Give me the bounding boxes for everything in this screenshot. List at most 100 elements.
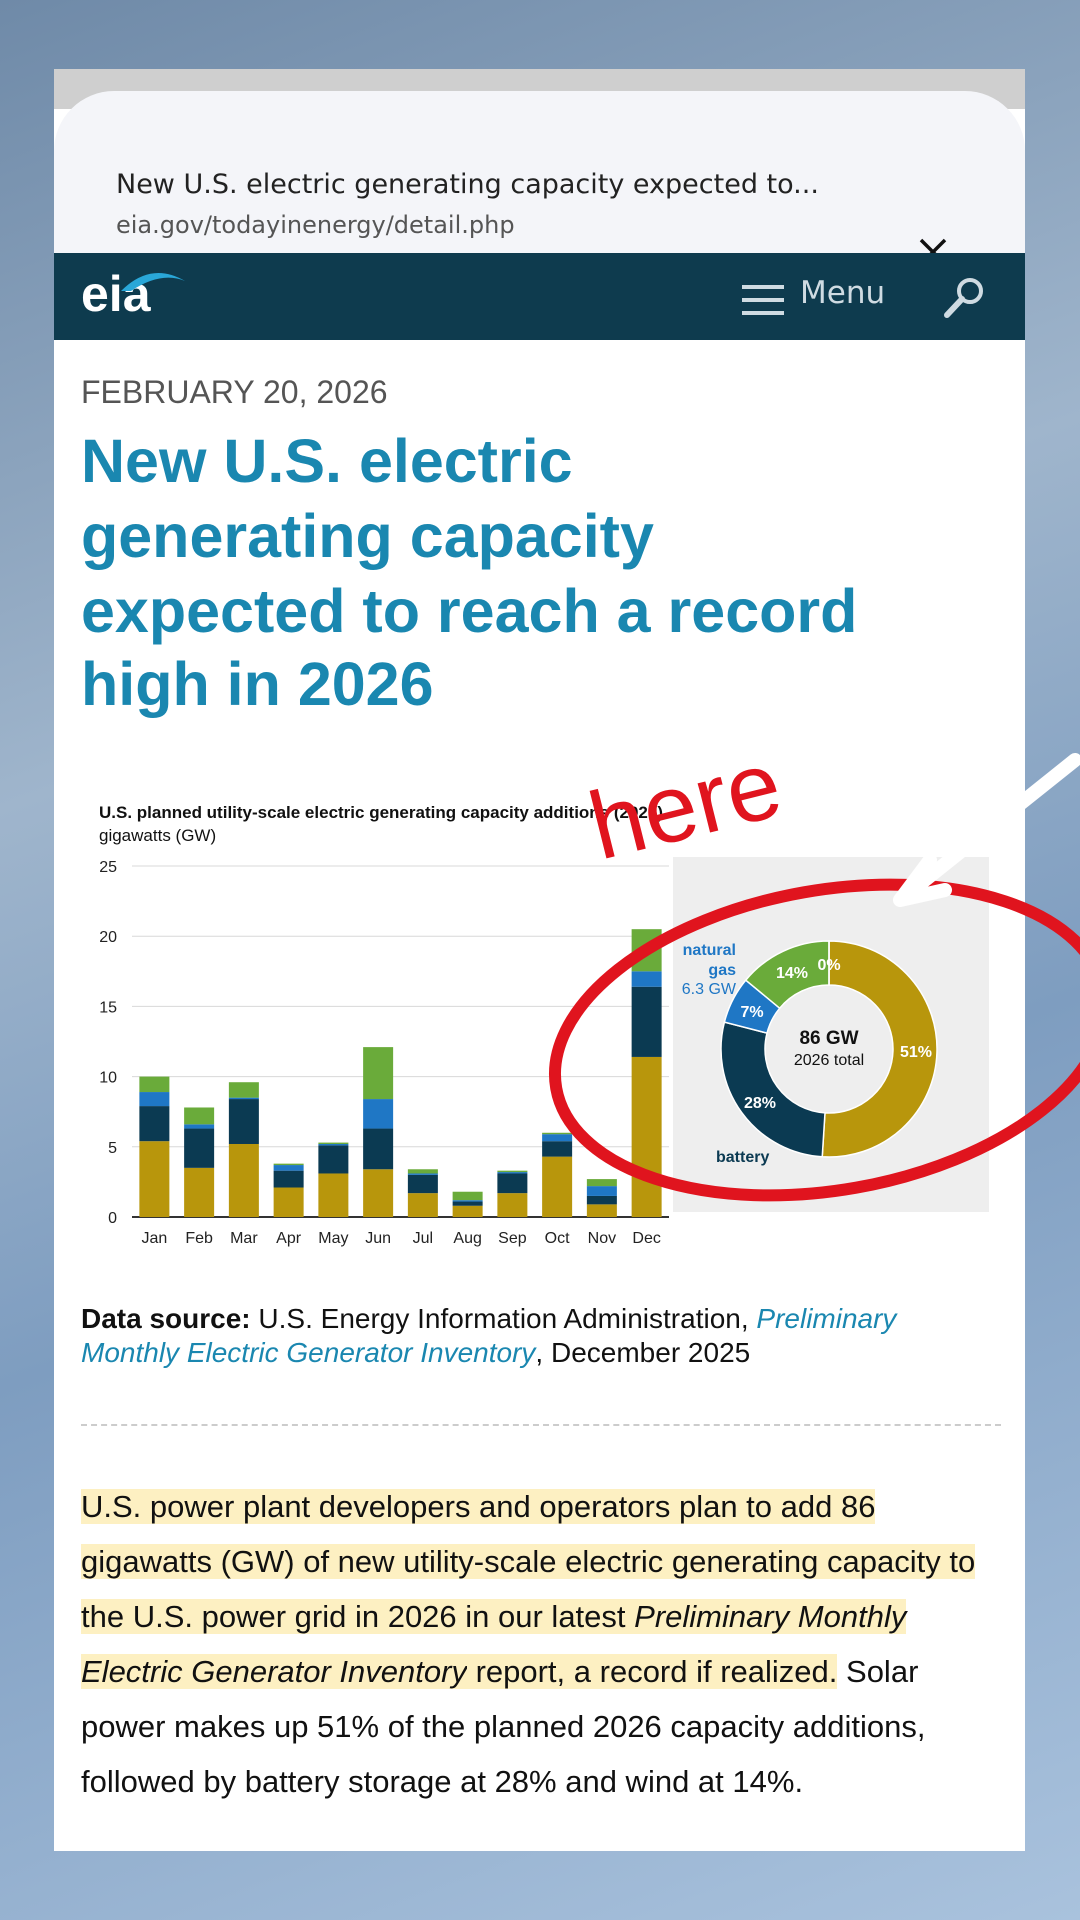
y-tick-label: 0 xyxy=(108,1210,117,1227)
bar-segment xyxy=(631,1056,662,1217)
bar-segment xyxy=(184,1128,215,1168)
x-tick-label: Nov xyxy=(588,1230,616,1247)
bar-segment xyxy=(586,1186,617,1196)
bar-segment xyxy=(542,1156,573,1217)
chart-subtitle: gigawatts (GW) xyxy=(99,826,216,845)
x-tick-label: Jun xyxy=(365,1230,391,1247)
donut-slice xyxy=(720,1021,826,1158)
bar-segment xyxy=(542,1141,573,1157)
bar-segment xyxy=(273,1165,304,1171)
bar-segment xyxy=(542,1134,573,1142)
bar-segment xyxy=(452,1191,483,1201)
slice-label: 51% xyxy=(900,1044,932,1061)
bar-segment xyxy=(631,986,662,1057)
bar-segment xyxy=(363,1128,394,1170)
x-tick-label: Mar xyxy=(230,1230,258,1247)
bar-segment xyxy=(407,1174,438,1194)
source-link[interactable]: Preliminary Monthly Electric Generator I… xyxy=(81,1303,897,1368)
x-tick-label: Aug xyxy=(453,1230,481,1247)
slice-label: 14% xyxy=(776,965,808,982)
y-tick-label: 5 xyxy=(108,1140,117,1157)
logo[interactable]: eia xyxy=(81,266,151,322)
x-tick-label: May xyxy=(318,1230,348,1247)
bar-segment xyxy=(363,1047,394,1100)
menu-icon[interactable] xyxy=(740,283,786,317)
article-title: generating capacity xyxy=(81,502,654,570)
logo-swoosh xyxy=(121,273,185,291)
bar-segment xyxy=(139,1141,170,1217)
bar-segment xyxy=(139,1106,170,1142)
gas-label: natural gas xyxy=(683,942,736,979)
data-source: Data source: U.S. Energy Information Adm… xyxy=(81,1302,981,1370)
divider xyxy=(81,1424,1001,1426)
x-tick-label: Oct xyxy=(545,1230,570,1247)
donut-center-subtitle: 2026 total xyxy=(794,1052,864,1069)
y-tick-label: 10 xyxy=(99,1070,117,1087)
bar-segment xyxy=(318,1143,349,1146)
paragraph: U.S. power plant developers and operator… xyxy=(81,1479,1001,1809)
bar-segment xyxy=(452,1205,483,1217)
bar-segment xyxy=(139,1076,170,1093)
bar-segment xyxy=(452,1200,483,1202)
source-text: U.S. Energy Information Administration, xyxy=(250,1303,757,1334)
bar-segment xyxy=(407,1173,438,1175)
slice-label: 28% xyxy=(744,1095,776,1112)
bar-segment xyxy=(228,1082,259,1098)
source-tail: , December 2025 xyxy=(535,1337,751,1368)
bar-segment xyxy=(228,1097,259,1100)
page-url: eia.gov/todayinenergy/detail.php xyxy=(116,211,515,239)
article-date: FEBRUARY 20, 2026 xyxy=(81,374,388,410)
donut-center-title: 86 GW xyxy=(799,1028,858,1049)
nav-bar: eia Menu xyxy=(54,253,1025,340)
slice-label: 0% xyxy=(817,957,840,974)
bar-segment xyxy=(228,1143,259,1217)
bar-segment xyxy=(318,1145,349,1174)
chart-title: U.S. planned utility-scale electric gene… xyxy=(99,803,663,822)
bar-segment xyxy=(407,1169,438,1174)
gas-value: 6.3 GW xyxy=(682,981,737,998)
y-tick-label: 20 xyxy=(99,929,117,946)
bar-segment xyxy=(273,1187,304,1217)
bar-segment xyxy=(586,1204,617,1217)
bar-segment xyxy=(363,1169,394,1217)
bar-segment xyxy=(139,1092,170,1107)
bar-segment xyxy=(497,1170,528,1173)
highlight: report, a record if realized. xyxy=(466,1654,838,1689)
battery-label: battery xyxy=(716,1149,769,1166)
bar-segment xyxy=(363,1099,394,1129)
x-tick-label: Jul xyxy=(413,1230,433,1247)
x-tick-label: Dec xyxy=(632,1230,660,1247)
bar-segment xyxy=(184,1124,215,1129)
paragraph-text: Solar power makes up 51% of the planned … xyxy=(81,1654,926,1799)
x-tick-label: Feb xyxy=(185,1230,213,1247)
x-tick-label: Jan xyxy=(141,1230,167,1247)
bar-segment xyxy=(184,1107,215,1125)
bar-segment xyxy=(542,1132,573,1135)
bar-segment xyxy=(318,1173,349,1217)
annotation-circle xyxy=(548,878,1080,1202)
x-tick-label: Sep xyxy=(498,1230,527,1247)
bar-segment xyxy=(184,1167,215,1217)
page-title: New U.S. electric generating capacity ex… xyxy=(116,169,819,200)
bar-segment xyxy=(586,1195,617,1205)
gas-label-part: gas xyxy=(708,962,736,979)
bar-segment xyxy=(497,1172,528,1174)
article-title: New U.S. electric xyxy=(81,427,573,495)
bar-segment xyxy=(318,1142,349,1144)
gas-label-part: natural xyxy=(683,942,736,959)
article-title: high in 2026 xyxy=(81,650,434,718)
bar-segment xyxy=(452,1201,483,1206)
bar-segment xyxy=(228,1099,259,1144)
bar-segment xyxy=(497,1193,528,1217)
x-tick-label: Apr xyxy=(276,1230,302,1247)
menu-button[interactable]: Menu xyxy=(800,275,886,311)
source-label: Data source: xyxy=(81,1303,251,1334)
y-tick-label: 15 xyxy=(99,999,117,1016)
bar-segment xyxy=(586,1179,617,1187)
bar-segment xyxy=(407,1193,438,1217)
annotation-arrow xyxy=(893,753,1080,907)
bar-segment xyxy=(631,971,662,987)
search-icon[interactable] xyxy=(942,275,988,321)
